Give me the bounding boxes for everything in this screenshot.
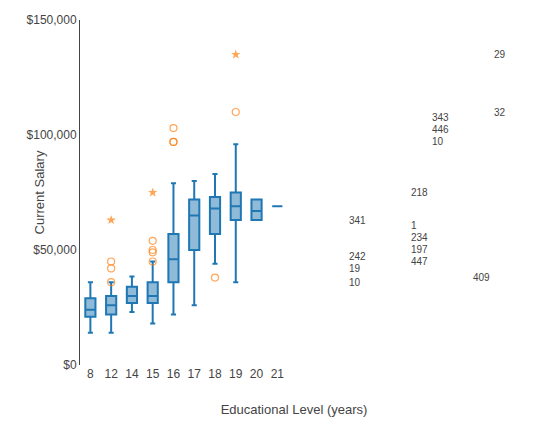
svg-text:15: 15 [146, 367, 160, 381]
svg-text:19: 19 [229, 367, 243, 381]
svg-text:29: 29 [494, 49, 506, 60]
svg-text:242: 242 [349, 251, 366, 262]
svg-text:10: 10 [432, 136, 444, 147]
svg-text:19: 19 [349, 263, 361, 274]
svg-text:$150,000: $150,000 [27, 13, 77, 27]
svg-text:343: 343 [432, 112, 449, 123]
svg-text:$50,000: $50,000 [33, 243, 77, 257]
svg-text:20: 20 [250, 367, 264, 381]
svg-text:8: 8 [87, 367, 94, 381]
svg-text:409: 409 [473, 272, 490, 283]
svg-text:Educational Level (years): Educational Level (years) [221, 402, 368, 417]
svg-text:32: 32 [494, 107, 506, 118]
svg-text:14: 14 [125, 367, 139, 381]
svg-text:446: 446 [432, 124, 449, 135]
svg-text:10: 10 [349, 277, 361, 288]
svg-text:447: 447 [411, 256, 428, 267]
svg-text:218: 218 [411, 187, 428, 198]
svg-text:17: 17 [188, 367, 202, 381]
svg-text:12: 12 [104, 367, 118, 381]
svg-text:21: 21 [271, 367, 285, 381]
svg-text:$0: $0 [63, 358, 77, 372]
svg-text:16: 16 [167, 367, 181, 381]
svg-text:1: 1 [411, 220, 417, 231]
svg-text:$100,000: $100,000 [27, 128, 77, 142]
svg-text:18: 18 [208, 367, 222, 381]
svg-text:Current Salary: Current Salary [32, 150, 47, 234]
svg-text:197: 197 [411, 244, 428, 255]
svg-text:234: 234 [411, 232, 428, 243]
svg-text:341: 341 [349, 215, 366, 226]
